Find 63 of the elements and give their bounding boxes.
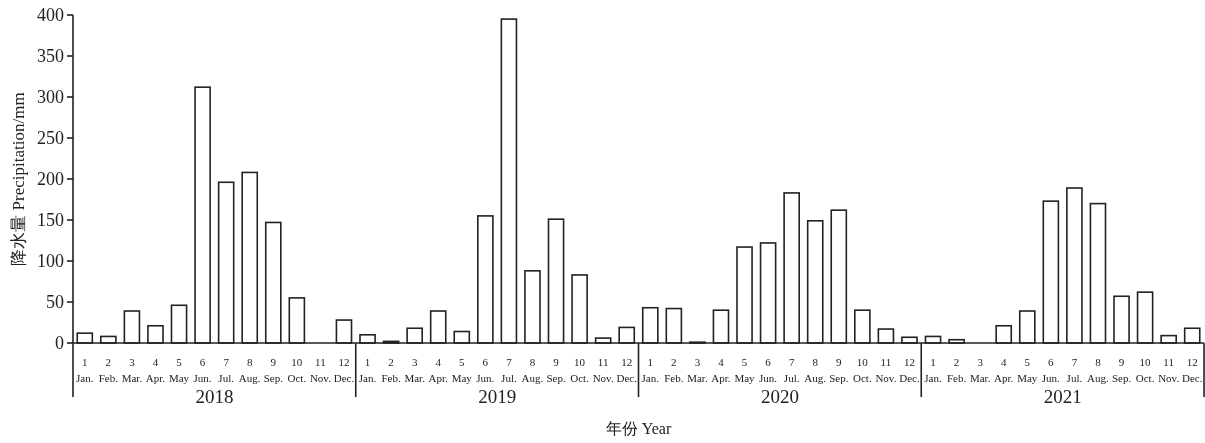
x-tick-label: 11 Nov.: [592, 356, 614, 384]
text: 2018: [195, 386, 234, 407]
y-tick-label: 50: [46, 292, 64, 312]
x-tick-label: 12 Dec.: [616, 356, 638, 384]
x-tick-label: 3 Mar.: [404, 356, 426, 384]
x-tick-label: 3 Mar.: [969, 356, 991, 384]
y-tick-label: 100: [37, 251, 64, 271]
x-tick-label: 12 Dec.: [899, 356, 920, 384]
x-tick-label: 9 Sep.: [1111, 356, 1132, 384]
x-tick-label: 10 Oct.: [287, 356, 307, 384]
x-tick-label: 1 Jan.: [76, 356, 94, 384]
y-tick-label: 250: [37, 128, 64, 148]
x-tick-label: 2 Feb.: [664, 356, 684, 384]
x-tick-label: 11 Nov.: [1158, 356, 1180, 384]
x-tick-label: 4 Apr.: [711, 356, 731, 384]
x-axis-title: 年份 Year: [605, 420, 672, 437]
x-tick-label: 3 Mar.: [121, 356, 143, 384]
x-tick-label: 6 Jun.: [193, 356, 212, 384]
y-tick-label: 200: [37, 169, 64, 189]
x-tick-label: 5 May: [168, 356, 190, 384]
x-tick-label: 5 May: [734, 356, 756, 384]
x-tick-label: 10 Oct.: [1135, 356, 1155, 384]
x-tick-label: 4 Apr.: [428, 356, 449, 384]
x-tick-label: 9 Sep.: [263, 356, 284, 384]
y-axis-title: 降水量 Precipitation/mm: [9, 92, 28, 266]
x-tick-label: 5 May: [451, 356, 473, 384]
x-tick-label: 4 Apr.: [994, 356, 1014, 384]
x-tick-label: 7 Jul.: [501, 356, 517, 384]
x-tick-label: 1 Jan.: [358, 356, 377, 384]
y-tick-label: 150: [37, 210, 64, 230]
x-tick-label: 10 Oct.: [853, 356, 872, 384]
x-tick-label: 8 Aug.: [804, 356, 827, 384]
x-tick-label: 6 Jun.: [476, 356, 495, 384]
x-tick-label: 3 Mar.: [687, 356, 708, 384]
x-tick-label: 7 Jul.: [783, 356, 800, 384]
y-tick-label: 300: [37, 87, 64, 107]
x-tick-label: 8 Aug.: [238, 356, 261, 384]
x-tick-label: 10 Oct.: [570, 356, 590, 384]
x-tick-label: 1 Jan.: [924, 356, 942, 384]
x-tick-label: 6 Jun.: [759, 356, 778, 384]
x-tick-label: 7 Jul.: [218, 356, 235, 384]
text: 2021: [1043, 386, 1082, 407]
x-tick-label: 9 Sep.: [546, 356, 566, 384]
x-tick-label: 6 Jun.: [1041, 356, 1061, 384]
x-tick-label: 2 Feb.: [381, 356, 401, 384]
y-tick-label: 400: [37, 5, 64, 25]
x-tick-label: 12 Dec.: [333, 356, 355, 384]
y-tick-label: 350: [37, 46, 64, 66]
x-tick-label: 11 Nov.: [309, 356, 332, 384]
text: 2019: [478, 386, 517, 407]
x-tick-label: 2 Feb.: [98, 356, 119, 384]
x-tick-label: 5 May: [1017, 356, 1038, 384]
x-tick-label: 7 Jul.: [1066, 356, 1083, 384]
x-tick-label: 8 Aug.: [521, 356, 544, 384]
y-tick-label: 0: [55, 333, 64, 353]
text: 2020: [760, 386, 799, 407]
x-tick-label: 4 Apr.: [145, 356, 166, 384]
x-tick-label: 11 Nov.: [875, 356, 897, 384]
x-tick-label: 2 Feb.: [946, 356, 967, 384]
x-tick-label: 12 Dec.: [1181, 356, 1203, 384]
x-tick-label: 9 Sep.: [829, 356, 849, 384]
x-tick-label: 1 Jan.: [641, 356, 660, 384]
x-tick-label: 8 Aug.: [1087, 356, 1110, 384]
